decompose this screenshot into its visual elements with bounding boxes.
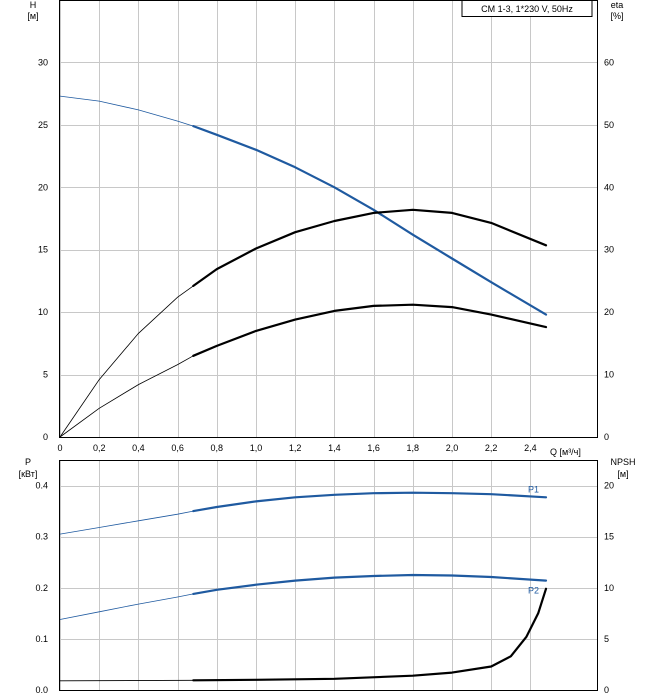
x-tick-label: 1,8 (407, 443, 420, 453)
top-series-0-extrapolated-line (59, 95, 194, 127)
power-axis-tick-labels: 0.0 0.1 0.2 0.3 0.4 (35, 481, 48, 695)
head-axis-title: H (30, 0, 37, 10)
x-tick-label: 2,0 (446, 443, 459, 453)
top-series-1-line (192, 208, 548, 287)
right-y-tick-label: 40 (604, 182, 614, 192)
power-axis-unit: [кВт] (19, 469, 38, 479)
npsh-axis-title: NPSH (610, 457, 635, 467)
left-y-tick-label: 0.0 (35, 685, 48, 695)
top-series-2-line (192, 303, 548, 357)
left-y-tick-label: 20 (38, 182, 48, 192)
pump-legend-box (461, 0, 593, 17)
left-y-tick-label: 0.2 (35, 583, 48, 593)
left-y-tick-label: 10 (38, 307, 48, 317)
left-y-tick-label: 30 (38, 57, 48, 67)
left-y-tick-label: 0 (43, 432, 48, 442)
right-y-tick-label: 0 (604, 685, 609, 695)
npsh-axis-tick-labels: 0 5 10 15 20 (604, 481, 614, 695)
bottom-series-1-line (192, 573, 548, 595)
p1-series-label: P1 (528, 484, 539, 494)
x-tick-label: 0,6 (171, 443, 184, 453)
bottom-plot-frame (59, 460, 598, 691)
x-tick-label: 1,6 (367, 443, 380, 453)
power-axis-title: P (25, 457, 31, 467)
right-y-tick-label: 0 (604, 432, 609, 442)
x-tick-label: 1,4 (328, 443, 341, 453)
flow-axis-label: Q [м³/ч] (550, 447, 581, 457)
bottom-series-0-extrapolated-line (59, 510, 194, 535)
x-tick-label: 0,4 (132, 443, 145, 453)
x-tick-label: 2,2 (485, 443, 498, 453)
top-plot-curves (59, 95, 548, 438)
x-tick-label: 2,4 (524, 443, 537, 453)
bottom-series-2-extrapolated-line (59, 679, 194, 682)
right-y-tick-label: 20 (604, 481, 614, 491)
pump-model-label: CM 1-3, 1*230 V, 50Hz (481, 4, 573, 14)
head-axis-unit: [м] (27, 11, 38, 21)
right-y-tick-label: 20 (604, 307, 614, 317)
efficiency-axis-title: eta (611, 0, 624, 10)
top-plot-frame (59, 0, 598, 438)
right-y-tick-label: 10 (604, 370, 614, 380)
efficiency-axis-unit: [%] (610, 11, 623, 21)
bottom-series-2-line (192, 587, 548, 682)
p2-series-label: P2 (528, 586, 539, 596)
top-series-0-line (192, 125, 548, 316)
right-y-tick-label: 30 (604, 245, 614, 255)
x-tick-label: 0 (57, 443, 62, 453)
left-y-tick-label: 0.4 (35, 481, 48, 491)
x-tick-label: 0,8 (211, 443, 224, 453)
bottom-plot-curves (59, 491, 548, 682)
left-y-tick-label: 15 (38, 245, 48, 255)
left-y-tick-label: 0.1 (35, 634, 48, 644)
x-tick-label: 1,2 (289, 443, 302, 453)
right-y-tick-label: 15 (604, 532, 614, 542)
right-y-tick-label: 60 (604, 57, 614, 67)
top-series-1-extrapolated-line (59, 285, 194, 438)
top-x-tick-labels: 0 0,2 0,4 0,6 0,8 1,0 1,2 1,4 1,6 1,8 2,0 2,2 2,4 (57, 443, 536, 453)
left-y-tick-label: 25 (38, 120, 48, 130)
right-y-tick-label: 10 (604, 583, 614, 593)
right-y-tick-label: 5 (604, 634, 609, 644)
npsh-axis-unit: [м] (617, 469, 628, 479)
left-y-tick-label: 0.3 (35, 532, 48, 542)
x-tick-label: 1,0 (250, 443, 263, 453)
head-axis-tick-labels: 0 5 10 15 20 25 30 (38, 57, 48, 442)
right-y-tick-label: 50 (604, 120, 614, 130)
bottom-series-1-extrapolated-line (59, 593, 194, 620)
x-tick-label: 0,2 (93, 443, 106, 453)
efficiency-axis-tick-labels: 0 10 20 30 40 50 60 (604, 57, 614, 442)
left-y-tick-label: 5 (43, 370, 48, 380)
top-series-2-extrapolated-line (59, 355, 194, 438)
bottom-series-0-line (192, 491, 548, 513)
top-plot-grid (60, 0, 597, 438)
